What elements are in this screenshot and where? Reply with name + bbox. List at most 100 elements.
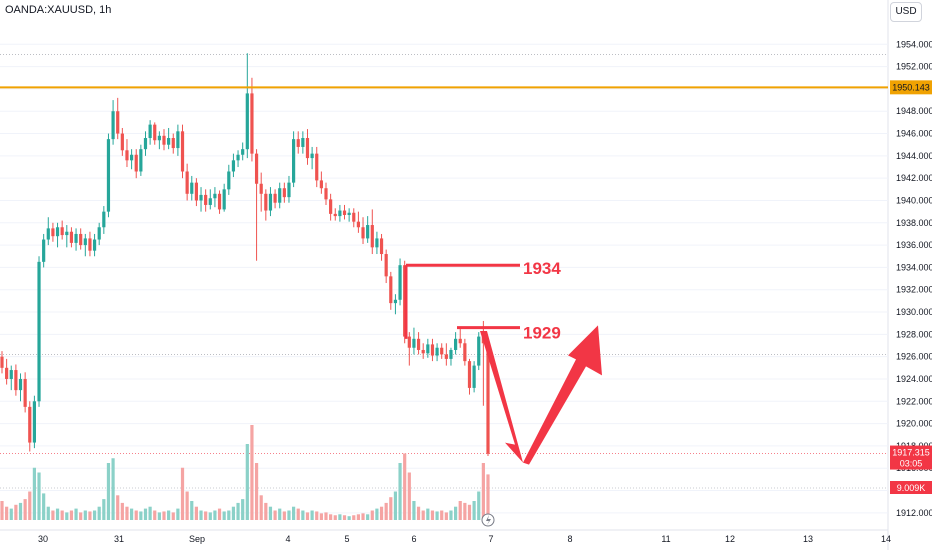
volume-bar [366,514,370,520]
y-tick-label: 1936.000 [896,240,932,250]
volume-bar [176,508,180,520]
y-tick-label: 1938.000 [896,218,932,228]
candle-body [426,344,430,354]
candle-body [208,198,212,205]
candle-body [472,365,476,388]
volume-bar [379,506,384,520]
volume-label: 9.009K [897,483,926,493]
candle-body [116,111,120,134]
candle-body [185,171,189,194]
candle-body [375,238,379,248]
candle-body [449,349,453,359]
symbol-title: OANDA:XAUUSD, 1h [5,4,112,16]
candle-body [393,299,398,304]
candle-body [268,193,273,211]
arrow-up-leg [523,325,602,465]
volume-bar [347,516,351,520]
x-tick-label: 7 [488,534,493,544]
candle-body [60,227,64,236]
candle-body [477,336,481,366]
volume-bar [481,463,485,520]
horizontal-line-label: 1950.143 [892,82,930,92]
candle-body [92,239,97,251]
candle-body [310,153,314,159]
volume-bar [5,506,9,520]
candle-body [157,135,161,141]
candle-body [194,182,198,201]
volume-bar [250,425,254,520]
volume-bar [55,508,60,520]
level-label-1934: 1934 [523,259,561,278]
candle-body [28,406,32,443]
candle-body [315,153,319,181]
volume-bar [162,511,166,520]
candle-body [301,138,305,147]
candle-body [46,228,50,240]
candle-body [430,344,435,356]
candle-body [120,133,124,151]
volume-bar [125,506,129,520]
volume-bar [180,467,185,520]
candle-body [125,150,129,161]
candle-body [292,139,296,183]
volume-bar [79,512,83,520]
volume-bar [384,502,388,520]
x-tick-label: 31 [114,534,124,544]
volume-bar [139,511,143,520]
volume-bar [102,499,106,520]
volume-bar [477,491,481,520]
candle-body [69,231,74,243]
volume-bar [14,504,18,520]
x-tick-label: 8 [567,534,572,544]
candle-body [222,189,226,210]
volume-bar [342,515,347,520]
candle-body [111,111,115,140]
volume-bar [393,491,398,520]
volume-bar [167,510,171,520]
candle-body [23,378,27,407]
x-tick-label: Sep [189,534,205,544]
candle-body [250,93,254,154]
volume-bar [231,506,236,520]
level-label-1929: 1929 [523,324,561,343]
candle-body [435,347,439,356]
volume-bar [42,493,46,520]
candle-body [227,171,231,190]
x-tick-label: 11 [661,534,670,544]
volume-bar [18,502,23,520]
volume-bar [185,491,189,520]
volume-bar [264,502,268,520]
lightning-icon [486,515,491,525]
volume-bar [46,506,50,520]
y-tick-label: 1948.000 [896,106,932,116]
candle-body [162,135,166,145]
volume-bar [208,512,212,520]
volume-bar [329,514,333,520]
volume-bar [296,508,300,520]
candle-body [458,338,462,344]
volume-bar [273,510,277,520]
currency-button[interactable]: USD [890,2,922,22]
volume-bar [389,497,393,520]
volume-bar [130,508,134,520]
volume-bar [28,491,32,520]
y-tick-label: 1912.000 [896,508,932,518]
volume-bar [37,472,41,520]
candle-body [55,227,60,237]
volume-bar [69,510,74,520]
x-tick-label: 6 [411,534,416,544]
volume-bar [421,510,425,520]
candle-body [366,225,370,239]
candle-body [421,349,425,354]
volume-bar [171,512,175,520]
volume-bar [74,508,78,520]
candle-body [65,231,69,236]
volume-bar [444,512,448,520]
volume-bar [315,511,319,520]
candle-body [486,343,490,454]
candle-body [356,221,360,228]
candle-body [333,213,337,217]
volume-bar [305,512,310,520]
volume-bar [426,508,430,520]
